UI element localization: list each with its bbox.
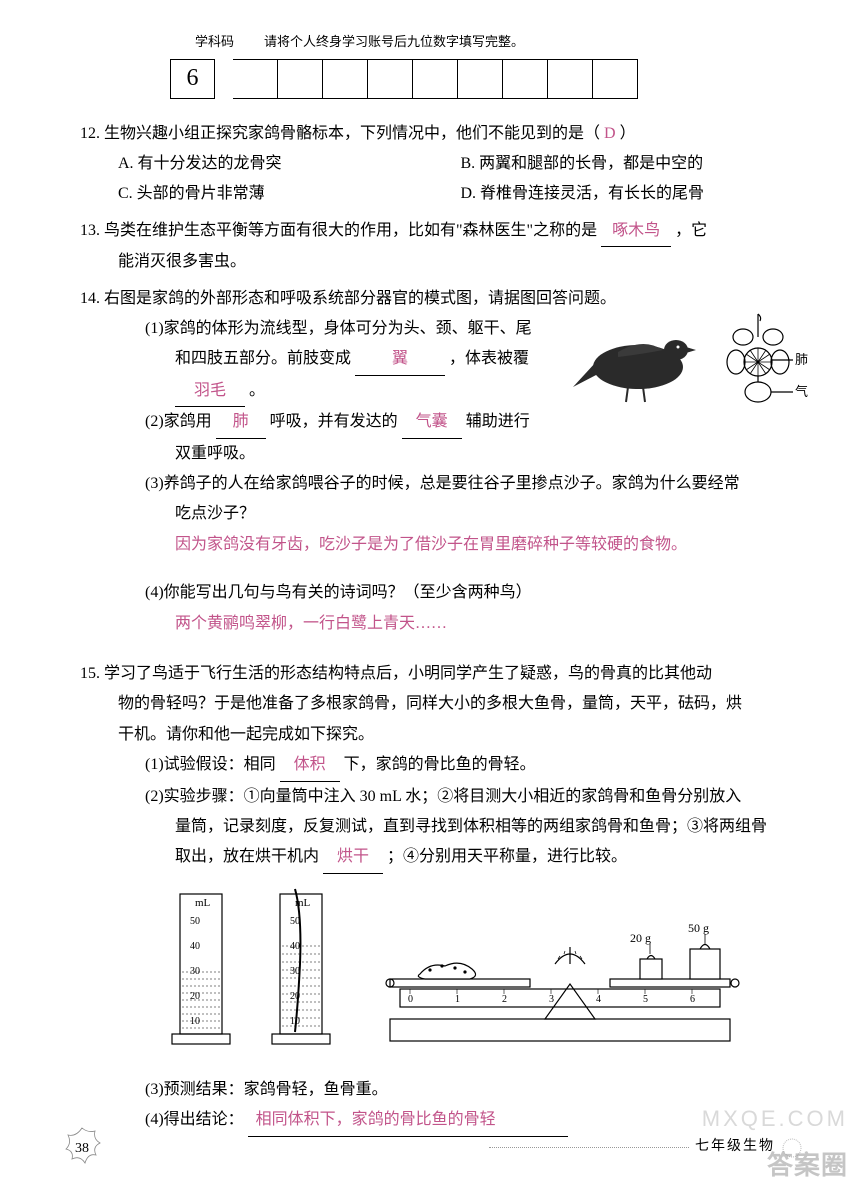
q15-intro-a: 15. 学习了鸟适于飞行生活的形态结构特点后，小明同学产生了疑惑，鸟的骨真的比其… <box>80 659 803 689</box>
q14-p2b: 呼吸，并有发达的 <box>270 413 398 430</box>
q14-p1d: 。 <box>249 382 265 399</box>
q14-blank-lung: 肺 <box>216 407 266 438</box>
code-cell[interactable] <box>323 59 368 99</box>
svg-text:mL: mL <box>195 897 211 909</box>
svg-text:40: 40 <box>290 941 300 952</box>
q13-text-a: 13. 鸟类在维护生态平衡等方面有很大的作用，比如有"森林医生"之称的是 <box>80 222 597 239</box>
question-15: 15. 学习了鸟适于飞行生活的形态结构特点后，小明同学产生了疑惑，鸟的骨真的比其… <box>80 659 803 1137</box>
label-airsac: 气囊 <box>795 384 808 399</box>
svg-text:1: 1 <box>455 994 460 1005</box>
q12-opt-a: A. 有十分发达的龙骨突 <box>118 149 461 179</box>
code-cell[interactable] <box>278 59 323 99</box>
q12-stem: 12. 生物兴趣小组正探究家鸽骨骼标本，下列情况中，他们不能见到的是（ <box>80 125 600 142</box>
label-lung: 肺 <box>795 352 808 367</box>
svg-text:50 g: 50 g <box>688 921 709 935</box>
q12-opt-c: C. 头部的骨片非常薄 <box>118 179 461 209</box>
q14-p4a: (4)你能写出几句与鸟有关的诗词吗？（至少含两种鸟） <box>145 578 803 608</box>
q14-blank-feather: 羽毛 <box>175 376 245 407</box>
watermark-url: MXQE.COM <box>702 1098 848 1140</box>
q15-p1b: 下，家鸽的骨比鱼的骨轻。 <box>344 756 536 773</box>
page-number-badge: 38 <box>60 1125 105 1170</box>
q14-blank-wing: 翼 <box>355 344 445 375</box>
q14-p2d: 双重呼吸。 <box>175 439 595 469</box>
q14-p3a: (3)养鸽子的人在给家鸽喂谷子的时候，总是要往谷子里掺点沙子。家鸽为什么要经常 <box>145 469 803 499</box>
question-12: 12. 生物兴趣小组正探究家鸽骨骼标本，下列情况中，他们不能见到的是（ D ） … <box>80 119 803 210</box>
svg-text:6: 6 <box>690 994 695 1005</box>
q12-opt-b: B. 两翼和腿部的长骨，都是中空的 <box>461 149 804 179</box>
q12-options: A. 有十分发达的龙骨突 B. 两翼和腿部的长骨，都是中空的 C. 头部的骨片非… <box>118 149 803 210</box>
code-prefix: 6 <box>170 59 215 99</box>
code-cell[interactable] <box>233 59 278 99</box>
q13-text-b: ，它 <box>675 222 707 239</box>
question-13: 13. 鸟类在维护生态平衡等方面有很大的作用，比如有"森林医生"之称的是 啄木鸟… <box>80 216 803 278</box>
q14-blank-sac: 气囊 <box>402 407 462 438</box>
label-instruction: 请将个人终身学习账号后九位数字填写完整。 <box>264 30 524 55</box>
svg-text:3: 3 <box>549 994 554 1005</box>
svg-text:2: 2 <box>502 994 507 1005</box>
code-cell[interactable] <box>548 59 593 99</box>
svg-text:40: 40 <box>190 941 200 952</box>
svg-text:20 g: 20 g <box>630 931 651 945</box>
q12-opt-d: D. 脊椎骨连接灵活，有长长的尾骨 <box>461 179 804 209</box>
q15-p2d: ；④分别用天平称量，进行比较。 <box>387 848 627 865</box>
q14-p2a: (2)家鸽用 <box>145 413 212 430</box>
q15-blank-dry: 烘干 <box>323 842 383 873</box>
q14-p1a: (1)家鸽的体形为流线型，身体可分为头、颈、躯干、尾 <box>145 314 565 344</box>
q15-p2c: 取出，放在烘干机内 <box>175 848 319 865</box>
page-footer: 38 七年级生物 <box>60 1125 803 1170</box>
svg-text:5: 5 <box>643 994 648 1005</box>
q14-p4-answer: 两个黄鹂鸣翠柳，一行白鹭上青天…… <box>175 609 803 639</box>
q15-intro-b: 物的骨轻吗？于是他准备了多根家鸽骨，同样大小的多根大鱼骨，量筒，天平，砝码，烘 <box>118 689 803 719</box>
q15-p2a: (2)实验步骤：①向量筒中注入 30 mL 水；②将目测大小相近的家鸽骨和鱼骨分… <box>145 782 803 812</box>
svg-text:50: 50 <box>190 916 200 927</box>
q14-p3b: 吃点沙子？ <box>175 499 803 529</box>
q14-intro: 14. 右图是家鸽的外部形态和呼吸系统部分器官的模式图，请据图回答问题。 <box>80 284 803 314</box>
code-cell[interactable] <box>368 59 413 99</box>
code-cell[interactable] <box>413 59 458 99</box>
svg-text:4: 4 <box>596 994 601 1005</box>
q14-p3-answer: 因为家鸽没有牙齿，吃沙子是为了借沙子在胃里磨碎种子等较硬的食物。 <box>175 530 803 560</box>
watermark-brand: 答案圈 <box>767 1141 848 1190</box>
q15-p2b: 量筒，记录刻度，反复测试，直到寻找到体积相等的两组家鸽骨和鱼骨；③将两组骨 <box>175 812 803 842</box>
bird-diagram: 肺 气囊 <box>568 312 808 417</box>
code-cell[interactable] <box>593 59 638 99</box>
svg-text:30: 30 <box>190 966 200 977</box>
q12-end: ） <box>620 125 636 142</box>
q14-p1b: 和四肢五部分。前肢变成 <box>175 350 351 367</box>
code-cell[interactable] <box>458 59 503 99</box>
q15-intro-c: 干机。请你和他一起完成如下探究。 <box>118 720 803 750</box>
code-grid: 6 <box>170 59 638 99</box>
q13-text-c: 能消灭很多害虫。 <box>118 247 803 277</box>
label-subject-code: 学科码 <box>195 30 234 55</box>
header-code-row: 学科码 请将个人终身学习账号后九位数字填写完整。 6 <box>170 30 803 99</box>
q15-blank-volume: 体积 <box>280 750 340 781</box>
q14-p2c: 辅助进行 <box>466 413 530 430</box>
svg-text:10: 10 <box>190 1016 200 1027</box>
svg-text:50: 50 <box>290 916 300 927</box>
svg-text:20: 20 <box>190 991 200 1002</box>
q12-answer: D <box>604 125 616 142</box>
q14-p1c: ，体表被覆 <box>449 350 529 367</box>
svg-text:0: 0 <box>408 994 413 1005</box>
code-cell[interactable] <box>503 59 548 99</box>
q15-p1a: (1)试验假设：相同 <box>145 756 276 773</box>
experiment-diagram: mL 50 40 30 20 10 <box>150 884 803 1065</box>
q13-blank: 啄木鸟 <box>601 216 671 247</box>
question-14: 14. 右图是家鸽的外部形态和呼吸系统部分器官的模式图，请据图回答问题。 <box>80 284 803 639</box>
svg-text:38: 38 <box>75 1141 89 1156</box>
